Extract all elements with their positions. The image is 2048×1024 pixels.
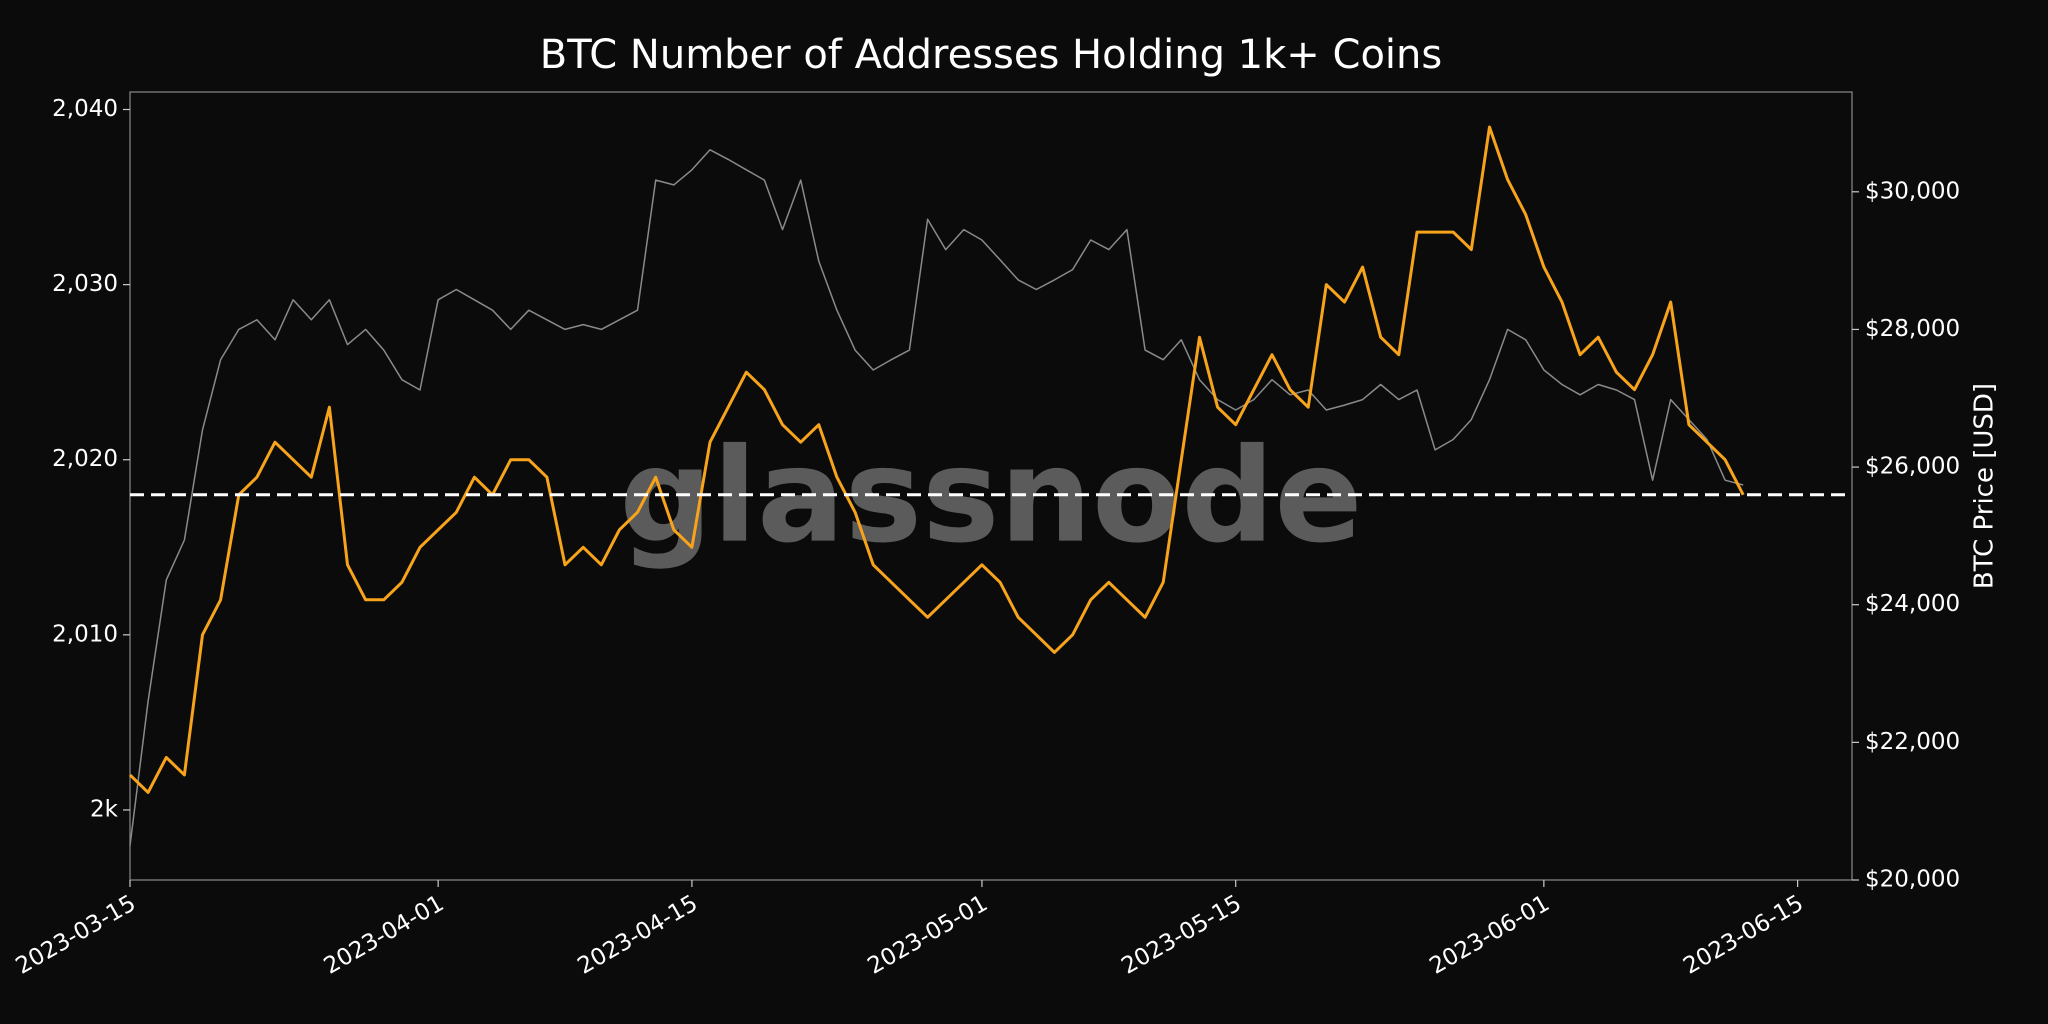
y2-tick-label: $24,000	[1865, 591, 1960, 617]
plot-frame	[129, 91, 1853, 881]
chart-title: BTC Number of Addresses Holding 1k+ Coin…	[540, 32, 1442, 78]
y-tick-label: 2,010	[52, 621, 118, 647]
y2-tick-label: $26,000	[1865, 454, 1960, 480]
y2-tick-label: $28,000	[1865, 316, 1960, 342]
y2-tick-label: $20,000	[1865, 867, 1960, 893]
y-tick-label: 2,040	[52, 96, 118, 122]
y2-axis-label: BTC Price [USD]	[1970, 383, 2000, 589]
addresses-line	[128, 125, 1745, 794]
price-line	[129, 149, 1744, 846]
y2-tick-label: $22,000	[1865, 729, 1960, 755]
y2-tick-label: $30,000	[1865, 178, 1960, 204]
y-tick-label: 2,020	[52, 446, 118, 472]
y-tick-label: 2k	[90, 796, 119, 822]
y-tick-label: 2,030	[52, 271, 118, 297]
